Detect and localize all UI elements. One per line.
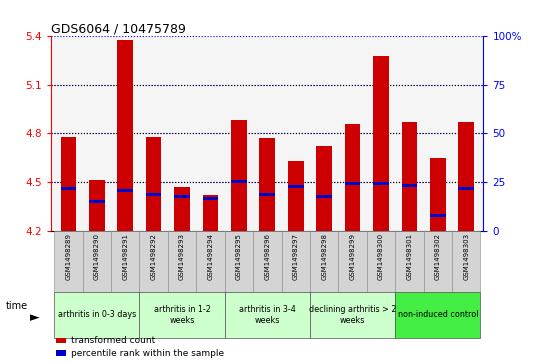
Bar <box>345 182 360 185</box>
Bar <box>225 292 310 338</box>
Bar <box>316 146 332 231</box>
Bar <box>345 124 360 231</box>
Text: GSM1498297: GSM1498297 <box>293 233 299 280</box>
Text: GSM1498298: GSM1498298 <box>321 233 327 280</box>
Bar <box>339 231 367 292</box>
Text: GSM1498294: GSM1498294 <box>207 233 213 280</box>
Bar <box>56 350 66 356</box>
Text: declining arthritis > 2
weeks: declining arthritis > 2 weeks <box>309 305 396 325</box>
Bar <box>395 292 481 338</box>
Bar <box>54 292 139 338</box>
Bar <box>111 231 139 292</box>
Bar <box>174 195 190 198</box>
Bar <box>430 215 446 217</box>
Text: GSM1498301: GSM1498301 <box>407 233 413 280</box>
Bar <box>458 122 474 231</box>
Text: arthritis in 1-2
weeks: arthritis in 1-2 weeks <box>153 305 211 325</box>
Bar <box>310 292 395 338</box>
Bar <box>225 231 253 292</box>
Bar <box>231 121 247 231</box>
Text: GSM1498303: GSM1498303 <box>463 233 469 280</box>
Bar <box>316 195 332 198</box>
Text: ►: ► <box>30 311 39 324</box>
Bar <box>402 122 417 231</box>
Bar <box>395 231 423 292</box>
Bar <box>260 193 275 196</box>
Text: GSM1498295: GSM1498295 <box>236 233 242 280</box>
Bar <box>260 138 275 231</box>
Text: GSM1498302: GSM1498302 <box>435 233 441 280</box>
Bar <box>89 200 105 203</box>
Text: GSM1498299: GSM1498299 <box>349 233 355 280</box>
Bar <box>89 180 105 231</box>
Bar <box>310 231 339 292</box>
Bar <box>60 187 76 190</box>
Bar <box>288 185 303 188</box>
Bar <box>146 136 161 231</box>
Text: GSM1498290: GSM1498290 <box>94 233 100 280</box>
Bar <box>117 40 133 231</box>
Bar <box>168 231 196 292</box>
Text: GSM1498300: GSM1498300 <box>378 233 384 280</box>
Bar <box>402 184 417 187</box>
Bar <box>60 136 76 231</box>
Bar <box>367 231 395 292</box>
Bar <box>430 158 446 231</box>
Text: transformed count: transformed count <box>71 336 155 345</box>
Bar <box>83 231 111 292</box>
Bar <box>373 182 389 185</box>
Bar <box>458 187 474 190</box>
Text: arthritis in 3-4
weeks: arthritis in 3-4 weeks <box>239 305 296 325</box>
Bar <box>139 231 168 292</box>
Text: percentile rank within the sample: percentile rank within the sample <box>71 349 224 358</box>
Text: time: time <box>5 301 28 311</box>
Bar <box>56 337 66 343</box>
Bar <box>231 180 247 183</box>
Bar <box>174 187 190 231</box>
Bar <box>117 189 133 192</box>
Text: GDS6064 / 10475789: GDS6064 / 10475789 <box>51 22 186 35</box>
Bar <box>288 161 303 231</box>
Text: GSM1498291: GSM1498291 <box>122 233 128 280</box>
Text: GSM1498292: GSM1498292 <box>151 233 157 280</box>
Bar <box>196 231 225 292</box>
Bar <box>423 231 452 292</box>
Bar <box>253 231 281 292</box>
Bar <box>202 195 218 231</box>
Bar <box>54 231 83 292</box>
Text: non-induced control: non-induced control <box>397 310 478 319</box>
Bar <box>202 197 218 200</box>
Text: arthritis in 0-3 days: arthritis in 0-3 days <box>58 310 136 319</box>
Text: GSM1498296: GSM1498296 <box>264 233 271 280</box>
Text: GSM1498293: GSM1498293 <box>179 233 185 280</box>
Bar <box>281 231 310 292</box>
Text: GSM1498289: GSM1498289 <box>65 233 71 280</box>
Bar <box>146 193 161 196</box>
Bar <box>373 56 389 231</box>
Bar <box>139 292 225 338</box>
Bar <box>452 231 481 292</box>
